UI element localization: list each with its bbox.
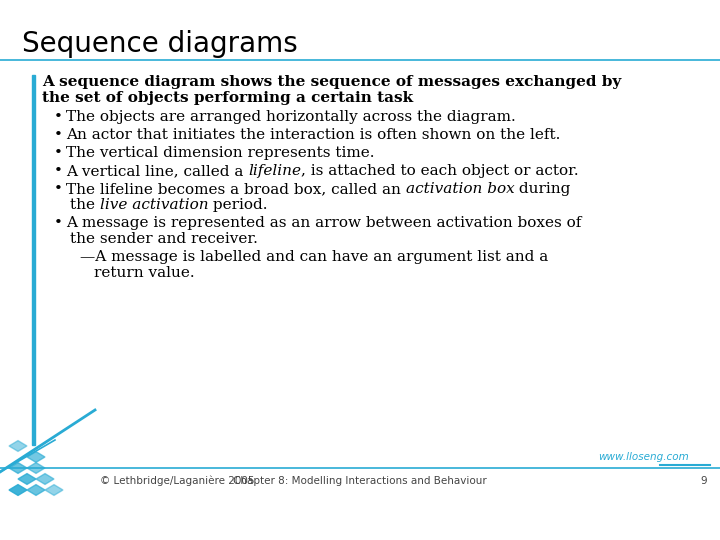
Text: The objects are arranged horizontally across the diagram.: The objects are arranged horizontally ac… — [66, 110, 516, 124]
Text: •: • — [54, 164, 63, 178]
Text: •: • — [54, 128, 63, 142]
Text: A message is represented as an arrow between activation boxes of: A message is represented as an arrow bet… — [66, 216, 581, 230]
Text: return value.: return value. — [94, 266, 194, 280]
Text: 9: 9 — [700, 476, 706, 486]
Text: An actor that initiates the interaction is often shown on the left.: An actor that initiates the interaction … — [66, 128, 560, 142]
Text: •: • — [54, 146, 63, 160]
Text: •: • — [54, 182, 63, 196]
Text: © Lethbridge/Laganière 2005: © Lethbridge/Laganière 2005 — [100, 476, 254, 487]
Polygon shape — [18, 474, 36, 484]
Text: the set of objects performing a certain task: the set of objects performing a certain … — [42, 91, 413, 105]
Polygon shape — [9, 484, 27, 495]
Text: www.lloseng.com: www.lloseng.com — [598, 452, 689, 462]
Text: Sequence diagrams: Sequence diagrams — [22, 30, 298, 58]
Text: A vertical line, called a: A vertical line, called a — [66, 164, 248, 178]
Text: , is attached to each object or actor.: , is attached to each object or actor. — [301, 164, 579, 178]
Text: the: the — [70, 198, 100, 212]
Text: the sender and receiver.: the sender and receiver. — [70, 232, 258, 246]
Polygon shape — [27, 484, 45, 495]
Polygon shape — [9, 441, 27, 451]
Text: •: • — [54, 216, 63, 230]
Text: period.: period. — [209, 198, 268, 212]
Text: lifeline: lifeline — [248, 164, 301, 178]
Text: The lifeline becomes a broad box, called an: The lifeline becomes a broad box, called… — [66, 182, 406, 196]
Polygon shape — [45, 484, 63, 495]
Text: —A message is labelled and can have an argument list and a: —A message is labelled and can have an a… — [80, 250, 548, 264]
Polygon shape — [27, 451, 45, 462]
Bar — [32, 75, 35, 445]
Text: during: during — [515, 182, 571, 196]
Text: live activation: live activation — [100, 198, 209, 212]
Polygon shape — [9, 463, 27, 474]
Text: activation box: activation box — [406, 182, 515, 196]
Text: A sequence diagram shows the sequence of messages exchanged by: A sequence diagram shows the sequence of… — [42, 75, 621, 89]
Text: The vertical dimension represents time.: The vertical dimension represents time. — [66, 146, 374, 160]
Polygon shape — [27, 463, 45, 474]
Polygon shape — [36, 474, 54, 484]
Text: •: • — [54, 110, 63, 124]
Text: Chapter 8: Modelling Interactions and Behaviour: Chapter 8: Modelling Interactions and Be… — [233, 476, 487, 486]
